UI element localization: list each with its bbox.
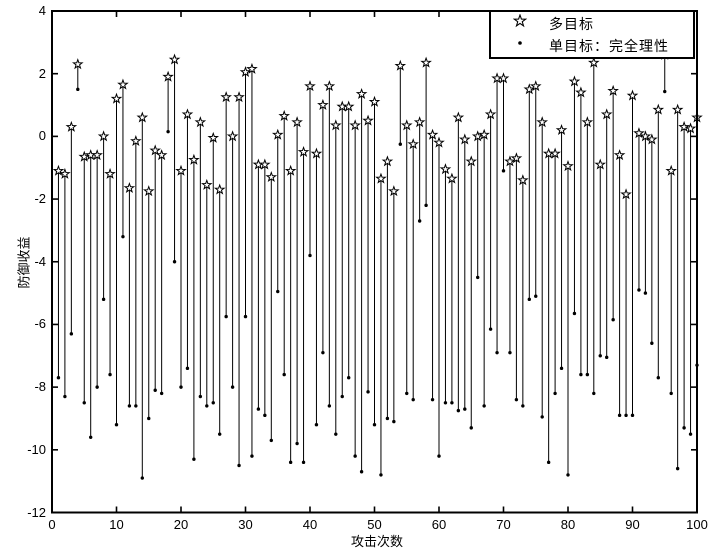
x-axis-title: 攻击次数: [350, 534, 403, 549]
x-tick-label: 30: [238, 517, 253, 532]
x-tick-label: 70: [496, 517, 511, 532]
y-tick-label: -12: [27, 504, 46, 520]
y-tick-label: -2: [34, 191, 46, 207]
y-tick-label: -10: [27, 441, 46, 457]
y-tick-label: 0: [38, 128, 46, 144]
dot-icon: [491, 36, 549, 55]
star-icon: [491, 13, 549, 33]
series-single-objective: [56, 87, 699, 480]
x-tick-label: 40: [302, 517, 318, 532]
legend: 多目标 单目标：完全理性: [489, 10, 695, 59]
axis-ticks: [51, 10, 698, 514]
x-tick-label: 20: [173, 517, 189, 532]
y-tick-label: -4: [34, 253, 46, 269]
x-tick-label: 50: [367, 517, 382, 532]
series-multi-objective: [52, 48, 703, 200]
legend-label: 多目标: [549, 15, 594, 32]
y-axis-title: 防御收益: [16, 236, 32, 289]
legend-item-single-objective: 单目标：完全理性: [491, 35, 693, 57]
x-tick-label: 80: [560, 517, 576, 532]
y-tick-label: 2: [38, 65, 46, 81]
legend-item-multi-objective: 多目标: [491, 13, 693, 35]
x-tick-label: 10: [109, 517, 124, 532]
x-tick-label: 60: [431, 517, 447, 532]
y-tick-label: -6: [34, 316, 46, 332]
stem-lines: [57, 54, 698, 479]
y-tick-label: -8: [34, 379, 46, 395]
x-tick-label: 100: [686, 517, 708, 532]
legend-label: 单目标：完全理性: [549, 37, 669, 54]
x-tick-label: 90: [625, 517, 640, 532]
y-tick-label: 4: [38, 3, 46, 18]
x-tick-label: 0: [48, 517, 56, 532]
